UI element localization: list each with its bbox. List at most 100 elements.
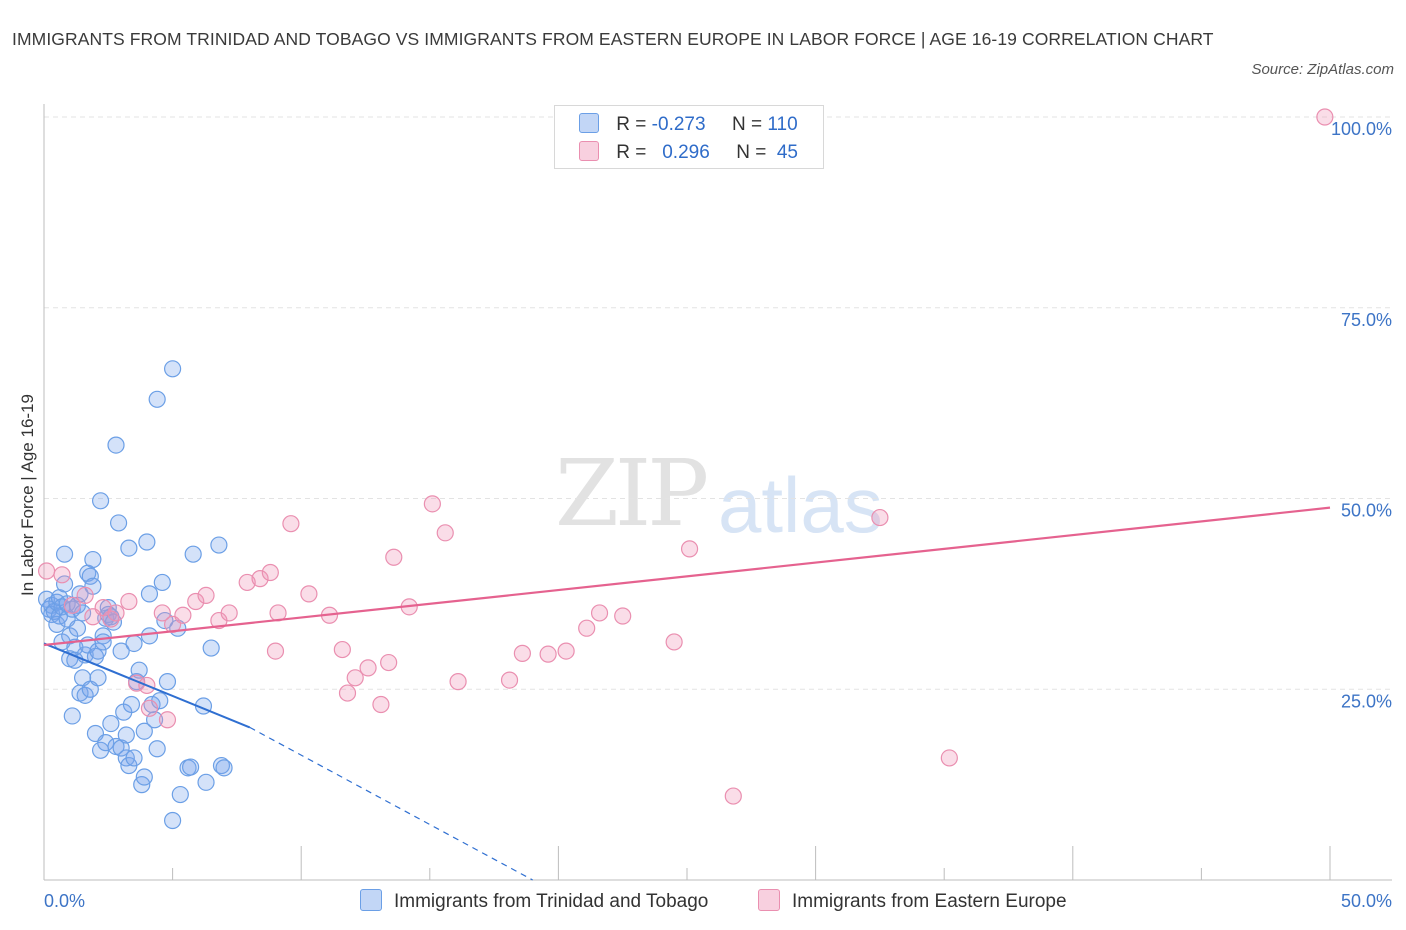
trinidad-point: [91, 492, 110, 510]
r-value: -0.273: [651, 114, 706, 135]
trinidad-point: [158, 673, 177, 691]
trinidad-point: [55, 545, 74, 563]
trinidad-point: [125, 749, 143, 767]
eastern-europe-point: [107, 604, 125, 622]
y-tick-label: 25.0%: [1341, 691, 1392, 711]
eastern-europe-point: [557, 642, 575, 660]
eastern-europe-point: [372, 695, 390, 714]
r-value: 0.296: [662, 142, 710, 163]
trinidad-swatch: [579, 113, 599, 133]
trinidad-point: [120, 539, 138, 557]
eastern-europe-point: [614, 607, 632, 625]
eastern-europe-point: [385, 548, 403, 566]
eastern-europe-point: [197, 586, 215, 605]
eastern-europe-point: [1316, 108, 1334, 126]
eastern-europe-point: [251, 570, 269, 588]
eastern-europe-trend-line: [43, 506, 1331, 647]
eastern-europe-point: [871, 508, 889, 527]
x-tick-label-max: 50.0%: [1341, 891, 1392, 911]
eastern-europe-point: [500, 671, 519, 689]
trinidad-point: [171, 785, 189, 804]
eastern-europe-point: [140, 699, 159, 717]
eastern-europe-point: [266, 642, 285, 660]
eastern-europe-point: [120, 592, 138, 611]
legend-item-eastern-europe[interactable]: Immigrants from Eastern Europe: [758, 889, 1067, 913]
trinidad-point: [122, 695, 141, 714]
trinidad-point: [63, 707, 81, 725]
eastern-europe-point: [158, 711, 177, 729]
n-label: N =: [736, 142, 767, 163]
trinidad-point: [112, 642, 130, 660]
trinidad-point: [97, 734, 115, 752]
source-label: Source: ZipAtlas.com: [1251, 61, 1394, 78]
eastern-europe-legend-swatch: [758, 889, 780, 911]
trinidad-point: [89, 669, 107, 687]
eastern-europe-point: [282, 515, 300, 533]
eastern-europe-point: [449, 673, 467, 691]
eastern-europe-point: [539, 645, 557, 663]
stats-legend-row-trinidad: R = -0.273 N = 110: [579, 113, 798, 137]
trinidad-point: [138, 533, 156, 551]
trinidad-point: [210, 536, 228, 554]
eastern-europe-point: [37, 562, 56, 580]
stats-legend-row-eastern-europe: R = 0.296 N = 45: [579, 141, 798, 165]
legend-label: Immigrants from Eastern Europe: [792, 891, 1067, 912]
eastern-europe-point: [513, 644, 531, 662]
trinidad-point: [135, 722, 153, 740]
x-tick-label-min: 0.0%: [44, 891, 85, 911]
eastern-europe-point: [63, 596, 81, 614]
trinidad-point: [148, 740, 166, 758]
trinidad-point: [202, 639, 220, 657]
eastern-europe-swatch: [579, 141, 599, 161]
eastern-europe-point: [53, 566, 71, 584]
y-tick-label: 50.0%: [1341, 501, 1392, 521]
trinidad-point: [164, 811, 182, 830]
eastern-europe-point: [333, 640, 351, 659]
trinidad-point: [94, 633, 112, 651]
trinidad-point: [112, 739, 130, 757]
eastern-europe-point: [680, 540, 699, 558]
eastern-europe-point: [380, 653, 398, 672]
legend-item-trinidad[interactable]: Immigrants from Trinidad and Tobago: [360, 889, 708, 913]
trinidad-point: [89, 642, 107, 660]
trinidad-point: [148, 390, 166, 408]
trinidad-point: [164, 360, 182, 378]
eastern-europe-point: [187, 592, 205, 611]
eastern-europe-point: [665, 633, 683, 651]
eastern-europe-point: [261, 563, 279, 582]
n-label: N =: [731, 114, 763, 135]
n-value: 110: [767, 114, 798, 135]
y-tick-label: 100.0%: [1331, 119, 1392, 139]
eastern-europe-point: [940, 749, 958, 767]
eastern-europe-point: [338, 684, 357, 702]
trinidad-point: [81, 567, 99, 585]
trinidad-point: [182, 758, 200, 776]
trinidad-point: [109, 514, 128, 532]
trinidad-point: [84, 550, 102, 569]
trinidad-trend-extension: [249, 726, 533, 881]
trinidad-point: [197, 773, 215, 791]
n-value: 45: [776, 142, 798, 163]
trinidad-point: [140, 627, 159, 645]
watermark-zip: ZIP: [555, 440, 709, 547]
trinidad-point: [153, 573, 171, 592]
r-label: R =: [616, 114, 647, 135]
trinidad-point: [184, 545, 202, 563]
eastern-europe-point: [359, 659, 377, 677]
eastern-europe-point: [76, 586, 94, 605]
trinidad-point: [212, 756, 231, 775]
legend-label: Immigrants from Trinidad and Tobago: [394, 891, 709, 912]
eastern-europe-point: [346, 669, 364, 687]
trinidad-point: [107, 436, 125, 454]
chart-title: IMMIGRANTS FROM TRINIDAD AND TOBAGO VS I…: [12, 29, 1214, 49]
trinidad-trend-line: [43, 642, 251, 729]
eastern-europe-point: [423, 495, 441, 513]
r-label: R =: [616, 142, 647, 163]
eastern-europe-point: [238, 573, 256, 592]
trinidad-point: [140, 585, 159, 603]
trinidad-point: [215, 759, 233, 777]
eastern-europe-point: [220, 604, 238, 622]
trinidad-point: [102, 714, 120, 733]
watermark-atlas: atlas: [718, 461, 883, 549]
trinidad-point: [125, 634, 143, 653]
